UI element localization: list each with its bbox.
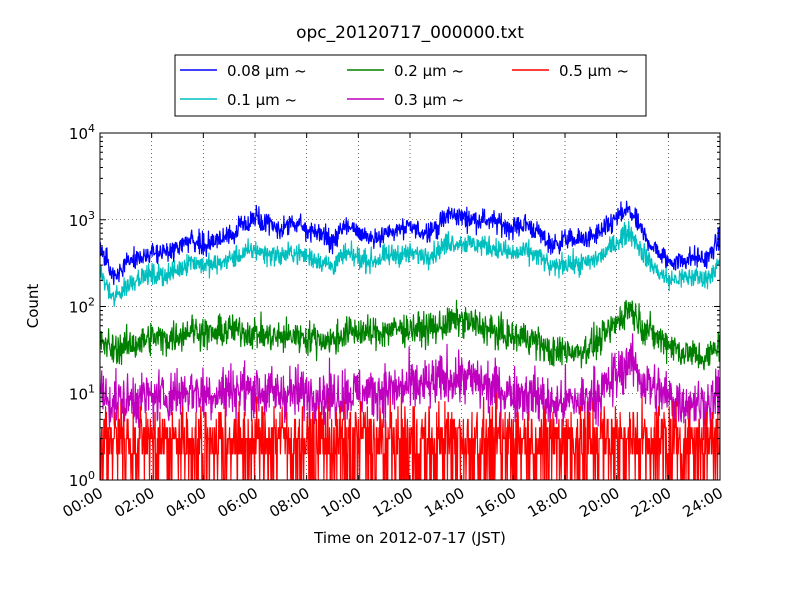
y-tick-label: 101: [69, 382, 95, 403]
series-line: [100, 200, 720, 286]
series-line: [100, 392, 720, 480]
y-axis-label: Count: [24, 284, 42, 329]
legend-label: 0.5 μm ~: [559, 62, 629, 80]
y-axis: 100 101 102 103 104: [69, 122, 720, 490]
series-line: [100, 299, 720, 371]
legend-label: 0.1 μm ~: [227, 91, 297, 109]
x-axis-label: Time on 2012-07-17 (JST): [313, 529, 506, 547]
legend-items: 0.08 μm ~ 0.1 μm ~ 0.2 μm ~ 0.3 μm ~ 0.5 μm …: [180, 62, 629, 109]
y-tick-label: 100: [69, 469, 95, 490]
legend-label: 0.08 μm ~: [227, 62, 307, 80]
y-tick-label: 103: [69, 209, 95, 230]
chart-title: opc_20120717_000000.txt: [296, 23, 524, 43]
series-line: [100, 333, 720, 441]
legend: 0.08 μm ~ 0.1 μm ~ 0.2 μm ~ 0.3 μm ~ 0.5 μm …: [174, 54, 647, 117]
series-group: [100, 200, 720, 480]
y-tick-label: 102: [69, 296, 95, 317]
legend-label: 0.3 μm ~: [394, 91, 464, 109]
series-line: [100, 220, 720, 308]
y-tick-label: 104: [69, 122, 95, 143]
legend-box: [174, 54, 647, 117]
legend-label: 0.2 μm ~: [394, 62, 464, 80]
